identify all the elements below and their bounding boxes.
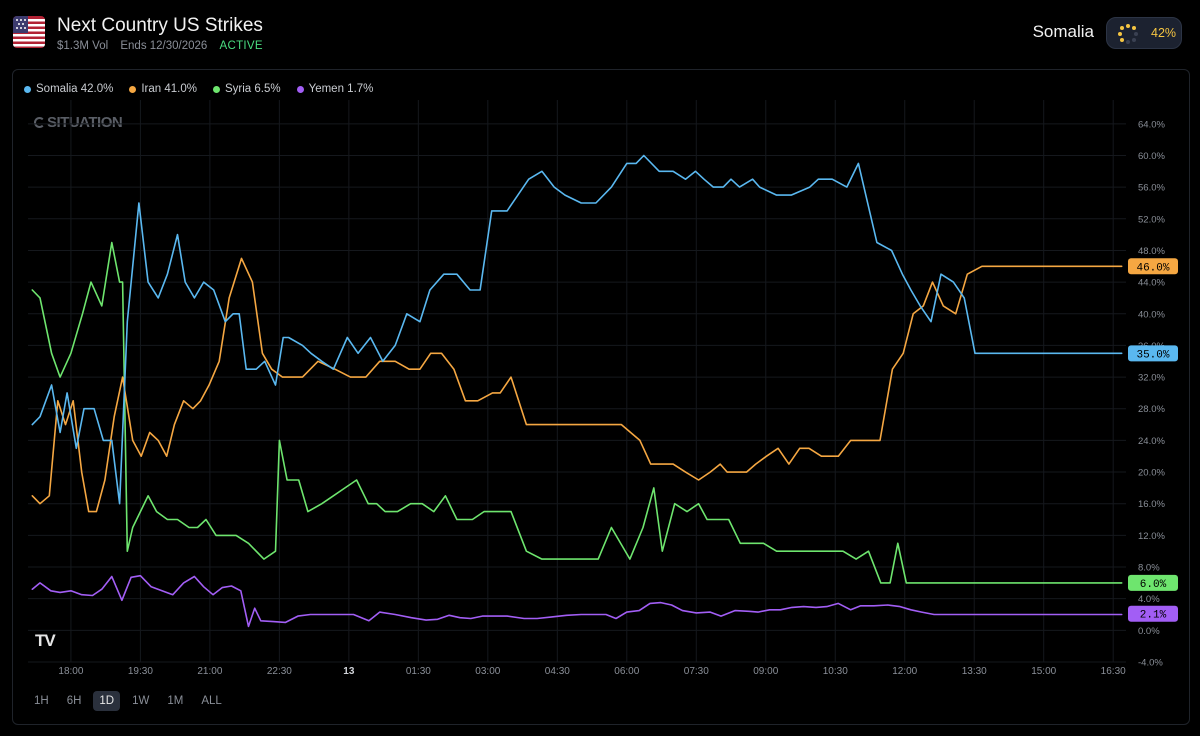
x-tick-label: 04:30 bbox=[545, 666, 570, 677]
series-line-yemen bbox=[31, 574, 1123, 628]
y-tick-label: 52.0% bbox=[1138, 214, 1165, 225]
x-tick-label: 10:30 bbox=[823, 666, 848, 677]
y-tick-label: 56.0% bbox=[1138, 183, 1165, 194]
x-tick-label: 13:30 bbox=[962, 666, 987, 677]
market-header: Next Country US Strikes $1.3M Vol Ends 1… bbox=[0, 0, 1200, 64]
leader-probability-pill: 42% bbox=[1106, 17, 1182, 49]
situation-logo-icon bbox=[34, 117, 45, 128]
x-tick-label: 22:30 bbox=[267, 666, 292, 677]
y-tick-label: 0.0% bbox=[1138, 626, 1160, 637]
market-meta: $1.3M Vol Ends 12/30/2026 ACTIVE bbox=[57, 40, 272, 52]
y-tick-label: 16.0% bbox=[1138, 499, 1165, 510]
range-6h-button[interactable]: 6H bbox=[66, 695, 82, 707]
market-title: Next Country US Strikes bbox=[57, 15, 263, 36]
x-tick-label: 09:00 bbox=[753, 666, 778, 677]
x-tick-label: 18:00 bbox=[58, 666, 83, 677]
y-tick-label: -4.0% bbox=[1138, 658, 1163, 669]
series-end-labels: 35.0% 46.0% 6.0% 2.1% bbox=[1128, 258, 1178, 622]
legend-item-syria[interactable]: Syria 6.5% bbox=[212, 83, 281, 95]
end-label-box-syria bbox=[1128, 574, 1178, 591]
legend-dot bbox=[296, 85, 304, 93]
chart-legend: Somalia 42.0% Iran 41.0% Syria 6.5% Yeme… bbox=[24, 83, 373, 95]
x-tick-label: 07:30 bbox=[684, 666, 709, 677]
y-tick-label: 48.0% bbox=[1138, 246, 1165, 257]
chart-series bbox=[31, 154, 1123, 628]
y-tick-label: 32.0% bbox=[1138, 373, 1165, 384]
end-label-somalia: 35.0% bbox=[1136, 349, 1169, 361]
y-tick-label: 4.0% bbox=[1138, 594, 1160, 605]
probability-dial-icon bbox=[1118, 24, 1138, 44]
legend-label: Iran 41.0% bbox=[141, 83, 197, 95]
y-tick-label: 60.0% bbox=[1138, 151, 1165, 162]
end-label-iran: 46.0% bbox=[1136, 262, 1169, 274]
y-tick-label: 40.0% bbox=[1138, 309, 1165, 320]
range-1d-button[interactable]: 1D bbox=[93, 691, 121, 711]
status-badge: ACTIVE bbox=[219, 40, 263, 52]
x-tick-label: 13 bbox=[343, 666, 355, 677]
series-line-iran bbox=[31, 257, 1123, 513]
end-label-box-somalia bbox=[1128, 345, 1178, 362]
legend-dot bbox=[24, 85, 31, 93]
y-tick-label: 28.0% bbox=[1138, 404, 1165, 415]
time-range-selector: 1H 6H 1D 1W 1M ALL bbox=[28, 691, 228, 711]
x-tick-label: 19:30 bbox=[128, 666, 153, 677]
x-tick-label: 03:00 bbox=[475, 666, 500, 677]
x-tick-label: 06:00 bbox=[614, 666, 639, 677]
y-tick-label: 20.0% bbox=[1138, 468, 1165, 479]
x-tick-label: 01:30 bbox=[406, 666, 431, 677]
leader-name: Somalia bbox=[1032, 22, 1094, 41]
volume-text: $1.3M Vol bbox=[57, 40, 109, 52]
legend-item-iran[interactable]: Iran 41.0% bbox=[129, 83, 197, 95]
end-label-box-yemen bbox=[1128, 605, 1178, 622]
legend-label: Somalia 42.0% bbox=[36, 83, 114, 95]
end-date-text: Ends 12/30/2026 bbox=[120, 40, 208, 52]
legend-label: Yemen 1.7% bbox=[308, 83, 374, 95]
range-1m-button[interactable]: 1M bbox=[167, 695, 184, 707]
y-tick-label: 44.0% bbox=[1138, 278, 1165, 289]
range-1w-button[interactable]: 1W bbox=[132, 695, 150, 707]
legend-item-somalia[interactable]: Somalia 42.0% bbox=[24, 83, 113, 95]
end-label-syria: 6.0% bbox=[1140, 579, 1167, 591]
range-all-button[interactable]: ALL bbox=[201, 695, 222, 707]
situation-watermark: SITUATION bbox=[34, 114, 123, 131]
end-label-yemen: 2.1% bbox=[1140, 610, 1167, 622]
chart-grid bbox=[28, 100, 1126, 663]
x-tick-label: 21:00 bbox=[197, 666, 222, 677]
x-tick-label: 16:30 bbox=[1101, 666, 1126, 677]
y-tick-label: 64.0% bbox=[1138, 119, 1165, 130]
legend-dot bbox=[129, 85, 137, 93]
y-tick-label: 12.0% bbox=[1138, 531, 1165, 542]
tradingview-logo[interactable]: TV bbox=[35, 631, 56, 650]
leader-probability: 42% bbox=[1151, 26, 1177, 40]
legend-dot bbox=[212, 85, 220, 93]
end-label-box-iran bbox=[1128, 258, 1178, 275]
legend-item-yemen[interactable]: Yemen 1.7% bbox=[296, 83, 374, 95]
x-tick-label: 15:00 bbox=[1031, 666, 1056, 677]
series-line-somalia bbox=[31, 154, 1123, 505]
range-1h-button[interactable]: 1H bbox=[34, 695, 49, 707]
legend-label: Syria 6.5% bbox=[224, 83, 281, 95]
y-tick-label: 24.0% bbox=[1138, 436, 1165, 447]
x-tick-label: 12:00 bbox=[892, 666, 917, 677]
x-axis: 18:00 19:30 21:00 22:30 13 01:30 03:00 04:30 06:… bbox=[58, 666, 1126, 677]
series-line-syria bbox=[31, 241, 1123, 584]
y-tick-label: 8.0% bbox=[1138, 563, 1160, 574]
us-flag-icon bbox=[13, 16, 45, 48]
watermark-text: SITUATION bbox=[47, 114, 123, 131]
chart-panel bbox=[12, 69, 1190, 725]
